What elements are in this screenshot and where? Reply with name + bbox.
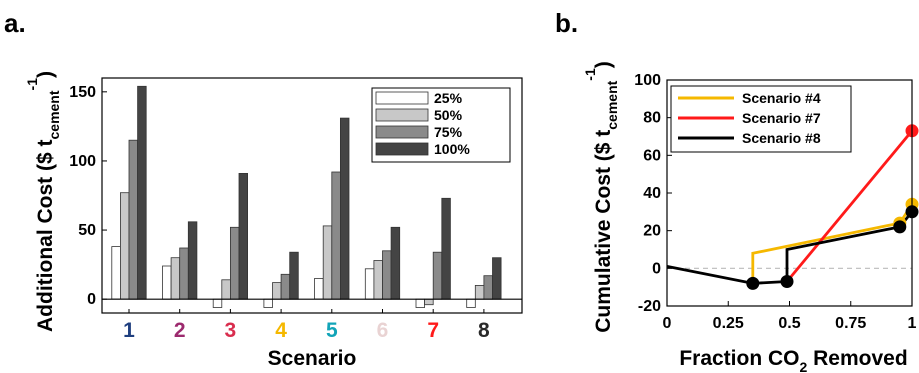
bar-5-25pct <box>314 277 324 300</box>
bar-7-100pct <box>441 197 451 300</box>
bar-group <box>111 85 502 308</box>
bar-6-50pct <box>373 260 383 300</box>
x-tick-label: 7 <box>427 319 439 342</box>
bar-7-75pct <box>432 251 443 300</box>
x-tick-label: 6 <box>377 319 389 342</box>
bar-2-50pct <box>170 257 181 300</box>
legend-entry: 100% <box>434 141 470 157</box>
bar-4-75pct <box>280 273 291 300</box>
bar-2-100pct <box>187 221 198 300</box>
bar-5-75pct <box>331 171 341 300</box>
bar-8-50pct <box>474 284 485 300</box>
y-tick-label: 60 <box>643 147 661 164</box>
panel-b-letter: b. <box>555 8 578 38</box>
x-tick-label: 1 <box>908 315 917 332</box>
bar-6-75pct <box>382 250 392 300</box>
y-tick-label: 40 <box>643 185 661 202</box>
panel-a-legend: 25%50%75%100% <box>371 87 511 163</box>
panel-b-x-axis-label: Fraction CO2 Removed <box>679 347 907 373</box>
bar-1-50pct <box>120 192 130 300</box>
bar-1-100pct <box>137 85 147 300</box>
panel-a-axes: 1 2 3 4 5 6 7 8 0 50 100 150 <box>69 77 523 342</box>
y-tick-label: -20 <box>638 298 661 315</box>
legend-entry: Scenario #7 <box>742 110 821 126</box>
series-line-scenario7 <box>785 129 914 283</box>
legend-swatch <box>375 91 429 105</box>
x-tick-label: 8 <box>478 319 490 342</box>
bar-3-25pct <box>212 298 223 308</box>
y-tick-label: 100 <box>69 153 96 170</box>
plot-frame <box>101 77 523 314</box>
marker-scenario8 <box>746 276 760 290</box>
x-tick-label: 2 <box>174 319 186 342</box>
legend-entry: 25% <box>434 90 463 106</box>
x-tick-label: 5 <box>326 319 338 342</box>
legend-swatch <box>375 108 429 122</box>
bar-8-25pct <box>466 298 476 308</box>
panel-a-letter: a. <box>4 8 26 38</box>
bar-4-25pct <box>263 298 273 308</box>
bar-6-100pct <box>390 226 401 300</box>
bar-3-50pct <box>221 279 231 300</box>
bar-5-50pct <box>322 225 333 300</box>
x-tick-label: 1 <box>123 319 135 342</box>
line-group <box>666 124 919 290</box>
bar-5-100pct <box>339 117 350 300</box>
y-tick-label: 150 <box>69 84 96 101</box>
legend-entry: 75% <box>434 124 463 140</box>
series-line-scenario4 <box>751 203 914 284</box>
marker-scenario8 <box>780 275 794 288</box>
legend-entry: Scenario #4 <box>742 90 821 106</box>
y-tick-label: 100 <box>634 72 661 89</box>
series-line-scenario8 <box>785 210 914 282</box>
bar-3-100pct <box>238 172 249 300</box>
bar-8-75pct <box>483 275 493 300</box>
x-tick-label: 0 <box>663 315 672 332</box>
bar-1-75pct <box>128 139 139 300</box>
legend-swatch <box>375 125 429 139</box>
y-tick-label: 0 <box>652 260 661 277</box>
y-tick-label: 20 <box>643 223 661 240</box>
panel-b-y-axis-label: Cumulative Cost ($ tcement-1) <box>582 61 620 333</box>
bar-2-75pct <box>179 247 189 300</box>
panel-b-legend: Scenario #4 Scenario #7 Scenario #8 <box>670 85 852 153</box>
bar-6-25pct <box>364 268 375 300</box>
bar-8-100pct <box>492 257 502 300</box>
x-tick-label: 3 <box>225 319 237 342</box>
x-tick-label: 0.25 <box>713 315 744 332</box>
baseline-line <box>666 265 788 285</box>
bar-4-50pct <box>272 282 282 300</box>
x-tick-label: 0.75 <box>835 315 866 332</box>
legend-swatch <box>375 142 429 156</box>
y-tick-label: 0 <box>87 291 96 308</box>
bar-7-25pct <box>415 298 426 308</box>
legend-entry: Scenario #8 <box>742 130 821 146</box>
marker-scenario8 <box>893 220 907 234</box>
legend-entry: 50% <box>434 107 463 123</box>
panel-a-bar-chart: 1 2 3 4 5 6 7 8 0 50 100 150 25%50%75%100% Addition… <box>24 71 523 370</box>
bar-1-25pct <box>111 246 121 300</box>
bar-7-50pct <box>424 298 434 306</box>
y-tick-label: 50 <box>78 222 96 239</box>
panel-a-y-axis-label: Additional Cost ($ tcement-1) <box>24 71 62 332</box>
panel-a-x-axis-label: Scenario <box>268 347 357 370</box>
bar-2-25pct <box>162 265 172 300</box>
x-tick-label: 0.5 <box>778 315 800 332</box>
bar-4-100pct <box>289 251 299 300</box>
y-tick-label: 80 <box>643 110 661 127</box>
bar-3-75pct <box>229 226 240 300</box>
x-tick-label: 4 <box>275 319 287 342</box>
